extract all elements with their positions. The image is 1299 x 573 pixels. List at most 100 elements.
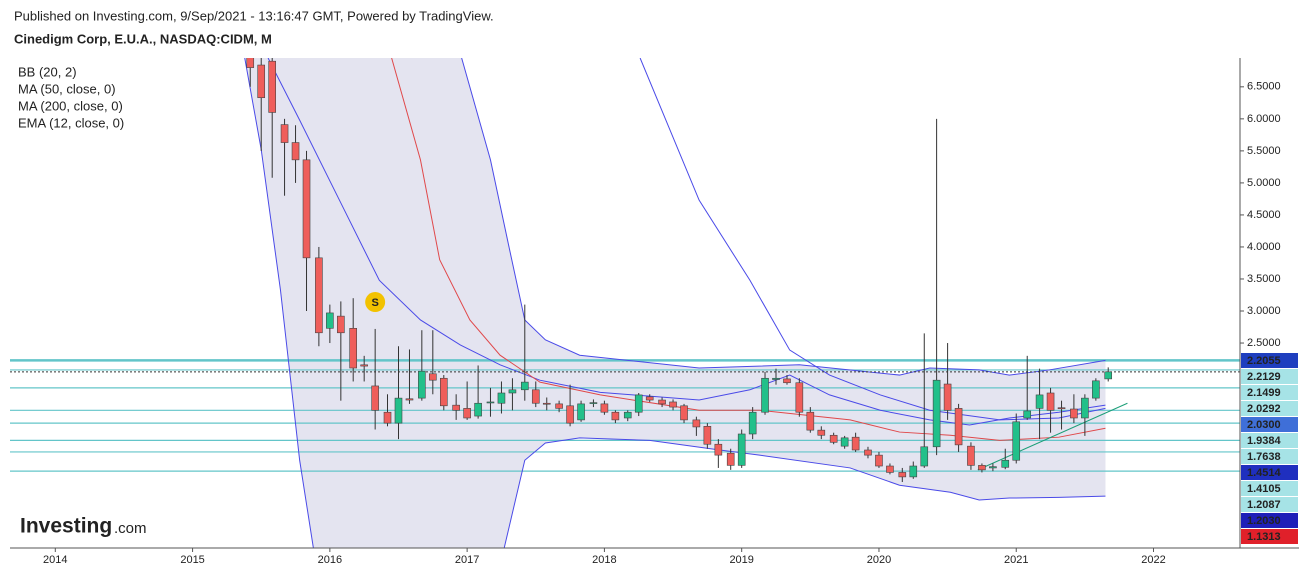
event-marker [365,292,386,313]
candle-body [429,373,437,381]
candle-body [989,466,997,469]
candle-body [909,465,918,478]
candle-body [589,402,598,404]
candle-body [508,389,517,394]
candle-body [967,445,975,466]
price-label-box [1241,385,1298,400]
y-tick-label: 5.5000 [1247,145,1281,157]
price-label-box [1241,433,1298,448]
candle-body [600,403,609,413]
candle-body [658,399,666,405]
candle-body [439,377,448,407]
candle-body [1001,459,1010,468]
y-tick-label: 3.5000 [1247,273,1281,285]
indicator-line [461,58,1106,376]
y-tick-label: 4.5000 [1247,209,1281,221]
candle-body [772,377,780,380]
legend-entry: MA (50, close, 0) [18,81,116,96]
candle-body [851,436,860,451]
y-tick-label: 6.0000 [1247,113,1281,125]
candle-body [452,404,460,411]
candle-body [817,429,826,436]
candle-body [795,382,804,413]
candle-body [714,443,723,456]
candle-body [1104,371,1113,380]
candle-body [463,408,471,419]
candle-body [726,452,735,466]
candle-body [302,159,311,259]
candle-body [1035,394,1044,409]
candle-body [566,405,574,424]
price-label-box [1241,401,1298,416]
logo-suffix: .com [114,520,147,537]
x-tick-label: 2017 [455,554,479,566]
price-label-box [1241,353,1298,368]
candle-body [383,411,392,424]
candle-body [737,433,746,466]
candle-body [840,437,849,447]
indicator-line [977,402,1128,471]
candle-body [531,389,540,404]
y-tick-label: 2.5000 [1247,337,1281,349]
price-label: 2.0300 [1247,419,1281,431]
plot-area: S [10,58,1240,548]
candle-body [257,64,266,99]
price-label-box [1241,529,1298,544]
price-label: 1.2087 [1247,499,1281,511]
candle-body [326,312,334,329]
candle-body [978,465,986,471]
y-tick-label: 5.0000 [1247,177,1281,189]
logo-brand: Investing [20,515,112,538]
candle-body [1092,380,1100,399]
price-label: 2.2129 [1247,371,1281,383]
candle-body [669,401,677,408]
symbol-title: Cinedigm Corp, E.U.A., NASDAQ:CIDM, M [14,31,272,46]
candle-body [898,472,907,478]
x-tick-label: 2021 [1004,554,1028,566]
candle-body [1023,410,1032,419]
price-label-box [1241,497,1298,512]
y-tick-label: 6.5000 [1247,81,1281,93]
candle-body [932,379,941,448]
band-fill [244,58,1106,548]
candle-body [761,377,769,413]
indicator-line [639,58,1106,421]
candle-body [268,60,276,113]
price-label-box [1241,369,1298,384]
candle-body [360,364,368,367]
candle-body [748,411,757,435]
published-note: Published on Investing.com, 9/Sep/2021 -… [14,8,494,23]
price-label: 2.1499 [1247,387,1281,399]
candle-body [394,397,403,424]
candle-body [645,396,654,401]
candle-body [1057,407,1066,410]
candle-body [315,257,323,334]
legend-entry: BB (20, 2) [18,64,77,79]
candle-body [291,142,300,161]
legend-entry: EMA (12, close, 0) [18,115,124,130]
candle-body [611,411,620,421]
indicator-line [391,58,1106,441]
indicator-line [244,58,1106,548]
price-label-box [1241,481,1298,496]
candle-body [1081,397,1089,419]
candle-body [1046,392,1055,411]
candle-body [1070,408,1078,419]
candle-body [920,446,929,467]
candle-body [954,408,963,446]
candle-body [634,394,643,413]
x-tick-label: 2016 [318,554,342,566]
candle-body [623,411,632,419]
candle-body [577,403,585,421]
price-label-box [1241,465,1298,480]
x-tick-label: 2019 [729,554,753,566]
price-label-box [1241,449,1298,464]
candle-body [497,392,506,404]
candle-body [886,465,894,473]
candle-body [806,411,815,431]
candle-body [349,328,357,369]
price-label: 1.2030 [1247,515,1281,527]
candle-body [555,403,563,409]
candle-body [703,426,712,445]
